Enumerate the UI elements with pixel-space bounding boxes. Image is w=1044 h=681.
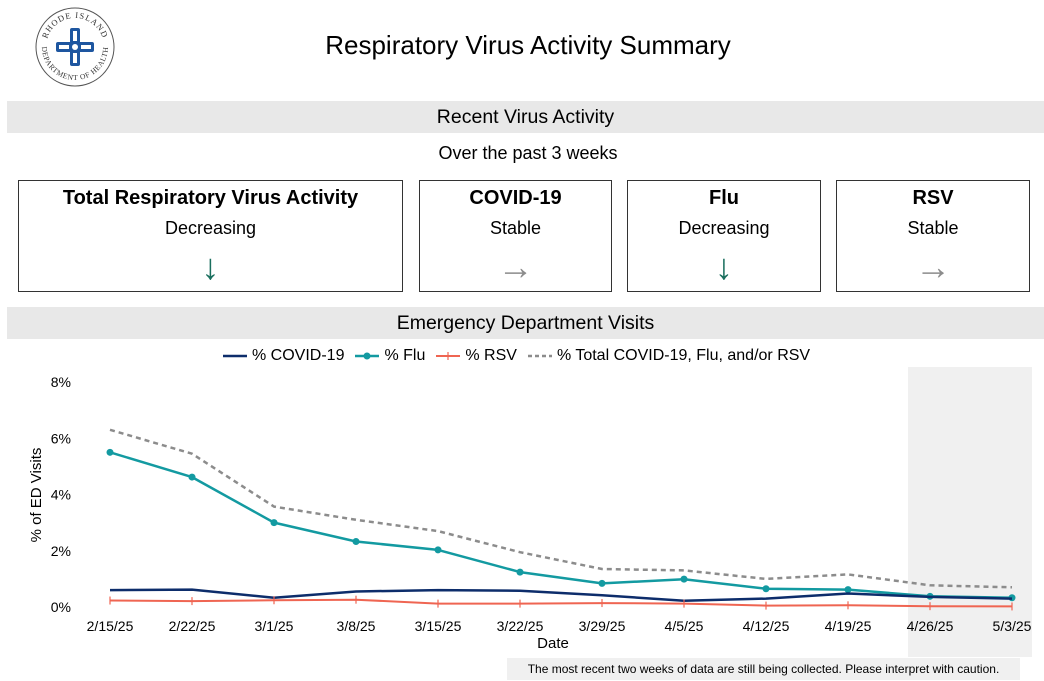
card-total: Total Respiratory Virus Activity Decreas… <box>18 180 403 292</box>
card-title: Total Respiratory Virus Activity <box>62 187 359 209</box>
point-flu <box>680 575 688 583</box>
rhode-island-doh-logo: RHODE ISLAND DEPARTMENT OF HEALTH <box>34 6 116 88</box>
legend-swatch-rsv <box>436 352 461 360</box>
point-flu <box>188 473 196 481</box>
card-status: Stable <box>489 218 542 238</box>
card-status: Decreasing <box>164 218 257 238</box>
x-tick-label: 4/26/25 <box>907 618 954 634</box>
series-line-flu <box>109 451 1013 599</box>
y-tick-label: 0% <box>51 599 71 615</box>
point-flu <box>106 448 114 456</box>
card-flu: Flu Decreasing ↓ <box>627 180 821 292</box>
point-flu <box>516 568 524 576</box>
legend-item-rsv: % RSV <box>435 347 517 365</box>
point-flu <box>598 579 606 587</box>
x-tick-label: 4/5/25 <box>665 618 704 634</box>
arrow-right-icon: → <box>915 246 951 287</box>
recent-activity-subtitle: Over the past 3 weeks <box>438 143 618 163</box>
point-flu <box>270 519 278 527</box>
arrow-down-icon: ↓ <box>201 246 220 287</box>
arrow-right-icon: → <box>497 246 534 287</box>
x-tick-label: 3/15/25 <box>415 618 462 634</box>
x-tick-label: 3/8/25 <box>337 618 376 634</box>
card-rsv: RSV Stable → <box>836 180 1030 292</box>
card-title: RSV <box>912 187 954 209</box>
x-tick-label: 2/15/25 <box>87 618 134 634</box>
ed-visits-band: Emergency Department Visits <box>7 307 1044 339</box>
chart-legend: % COVID-19 % Flu % RSV % Total COVID-19,… <box>222 345 820 367</box>
legend-item-covid: % COVID-19 <box>222 347 344 365</box>
legend-label: % Flu <box>384 347 426 364</box>
series-line-covid <box>109 588 1013 603</box>
card-status: Decreasing <box>678 218 770 238</box>
legend-label: % COVID-19 <box>252 347 345 364</box>
card-covid: COVID-19 Stable → <box>419 180 612 292</box>
legend-swatch-flu <box>355 352 380 360</box>
series-line-total <box>109 428 1013 589</box>
arrow-down-icon: ↓ <box>715 246 733 287</box>
series-line-rsv <box>109 598 1013 608</box>
legend-item-flu: % Flu <box>354 347 425 365</box>
x-axis-title: Date <box>537 635 569 652</box>
y-tick-label: 2% <box>51 543 71 559</box>
y-tick-label: 8% <box>51 374 71 390</box>
legend-label: % RSV <box>465 347 517 364</box>
legend-label: % Total COVID-19, Flu, and/or RSV <box>556 347 811 364</box>
legend-item-total: % Total COVID-19, Flu, and/or RSV <box>527 347 810 365</box>
x-tick-label: 3/22/25 <box>497 618 544 634</box>
card-title: Flu <box>709 187 739 209</box>
x-tick-label: 4/12/25 <box>743 618 790 634</box>
y-tick-label: 6% <box>51 430 71 446</box>
x-tick-label: 4/19/25 <box>825 618 872 634</box>
legend-swatch-total <box>527 354 552 358</box>
x-tick-label: 5/3/25 <box>993 618 1032 634</box>
point-flu <box>844 586 852 594</box>
point-flu <box>434 546 442 554</box>
x-tick-label: 2/22/25 <box>169 618 216 634</box>
caution-note: The most recent two weeks of data are st… <box>507 658 1020 680</box>
shaded-incomplete-region <box>908 367 1032 657</box>
recent-activity-band: Recent Virus Activity <box>7 101 1044 133</box>
point-flu <box>352 537 360 545</box>
point-flu <box>762 585 770 593</box>
x-tick-label: 3/1/25 <box>255 618 294 634</box>
y-tick-label: 4% <box>51 487 71 503</box>
page-title: Respiratory Virus Activity Summary <box>325 30 731 60</box>
y-axis-title: % of ED Visits <box>28 448 45 543</box>
card-title: COVID-19 <box>469 187 562 209</box>
x-tick-label: 3/29/25 <box>579 618 626 634</box>
card-status: Stable <box>907 218 959 238</box>
legend-swatch-covid <box>223 354 247 358</box>
